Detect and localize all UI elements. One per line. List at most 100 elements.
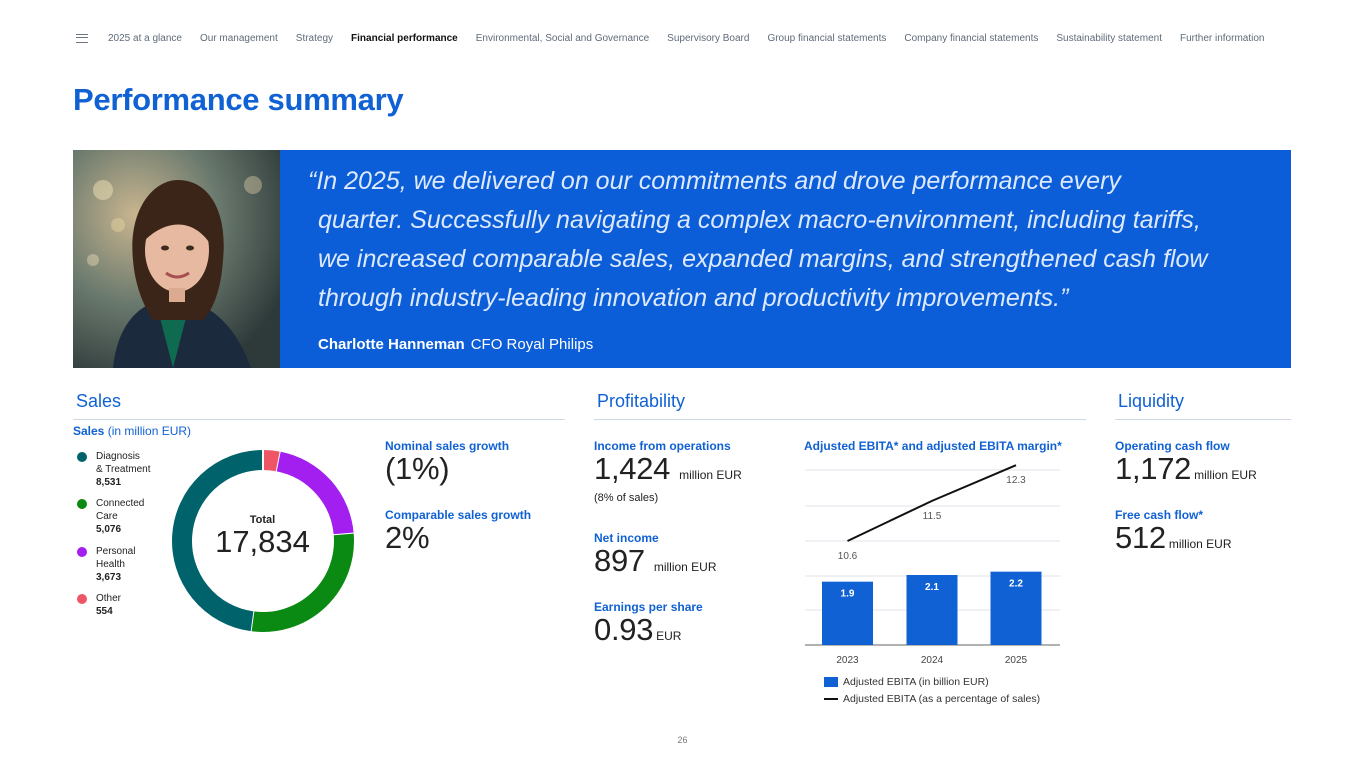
donut-slice-other [262,450,281,472]
legend-dot [77,452,87,462]
legend-diagnosis: Diagnosis & Treatment 8,531 [77,450,150,489]
bar-2024 [906,575,958,645]
fcf-unit: million EUR [1168,537,1232,551]
nav-item-strategy[interactable]: Strategy [295,32,334,44]
nav-item-financial-performance[interactable]: Financial performance [351,32,458,44]
nav-item-company-statements[interactable]: Company financial statements [904,32,1039,44]
x-tick-label: 2025 [1005,655,1028,666]
legend-label: Diagnosis [96,451,140,462]
ebita-legend-bar: Adjusted EBITA (in billion EUR) [824,676,989,688]
legend-swatch [824,677,838,687]
nav-item-supervisory-board[interactable]: Supervisory Board [667,32,750,44]
fcf-label: Free cash flow* [1115,508,1204,522]
nav-item-group-statements[interactable]: Group financial statements [767,32,887,44]
eps-number: 0.93 [594,612,654,647]
bar-2025 [990,571,1042,645]
section-liquidity-heading: Liquidity [1115,391,1291,420]
donut-total-value: 17,834 [215,524,310,559]
ocf-unit: million EUR [1194,468,1257,482]
donut-total: Total 17,834 [205,514,320,560]
legend-personal-health: Personal Health 3,673 [77,545,135,584]
legend-dot [77,499,87,509]
ebita-chart-title: Adjusted EBITA* and adjusted EBITA margi… [804,439,1062,453]
legend-label: Adjusted EBITA (as a percentage of sales… [843,693,1041,705]
ifo-number: 1,424 [594,451,671,486]
bar-value-label: 2.2 [1009,579,1023,590]
page-number: 26 [677,735,688,745]
nav-item-esg[interactable]: Environmental, Social and Governance [475,32,650,44]
line-value-label: 10.6 [838,551,858,562]
bar-value-label: 1.9 [841,589,855,600]
legend-label: Care [96,511,118,522]
nominal-growth-label: Nominal sales growth [385,439,510,453]
nav-item-further-info[interactable]: Further information [1179,32,1265,44]
quote-line: “In 2025, we delivered on our commitment… [308,167,1121,195]
legend-value: 8,531 [96,477,122,488]
net-income-number: 897 [594,543,645,578]
donut-slice-connected-care [250,533,354,632]
quote-line: we increased comparable sales, expanded … [318,245,1208,273]
legend-value: 3,673 [96,572,122,583]
ebita-legend-line: Adjusted EBITA (as a percentage of sales… [824,693,1040,705]
ocf-value: 1,172 million EUR [1115,451,1257,487]
legend-label: Health [96,559,125,570]
top-nav: 2025 at a glance Our management Strategy… [76,30,1282,46]
bar-2023 [822,581,873,645]
legend-value: 5,076 [96,524,122,535]
sales-chart-title-text: Sales [73,424,105,438]
legend-label: Other [96,593,122,604]
sales-donut-chart [172,449,355,633]
line-value-label: 11.5 [923,511,942,522]
donut-slice-personal-health [276,451,354,536]
nav-item-glance[interactable]: 2025 at a glance [108,32,182,44]
eps-value: 0.93 EUR [594,612,681,648]
ifo-label: Income from operations [594,439,731,453]
x-tick-label: 2024 [921,655,944,666]
fcf-number: 512 [1115,520,1166,555]
donut-separator [332,532,355,537]
donut-total-label: Total [249,514,276,526]
legend-line-swatch [824,698,838,700]
net-income-label: Net income [594,531,659,545]
legend-dot [77,594,87,604]
eps-unit: EUR [656,629,682,643]
nominal-growth-value: (1%) [385,451,450,486]
ocf-number: 1,172 [1115,451,1192,486]
legend-connected-care: Connected Care 5,076 [77,497,144,536]
legend-label: & Treatment [96,464,151,475]
legend-label: Adjusted EBITA (in billion EUR) [843,676,989,688]
quote-line: through industry-leading innovation and … [318,284,1069,312]
ifo-unit: million EUR [679,468,742,482]
nav-item-management[interactable]: Our management [199,32,278,44]
legend-dot [77,547,87,557]
section-profitability-heading: Profitability [594,391,1086,420]
comparable-growth-value: 2% [385,520,430,555]
legend-label: Connected [96,498,145,509]
quote-text: “In 2025, we delivered on our commitment… [308,162,1208,318]
legend-value: 554 [96,606,113,617]
ifo-note: (8% of sales) [594,492,659,504]
nav-item-sustainability[interactable]: Sustainability statement [1056,32,1162,44]
comparable-growth-label: Comparable sales growth [385,508,532,522]
author-role: CFO Royal Philips [470,336,594,353]
quote-banner: “In 2025, we delivered on our commitment… [73,150,1291,368]
margin-line [847,464,1017,542]
legend-label: Personal [96,546,136,557]
page-title: Performance summary [73,82,404,117]
fcf-value: 512 million EUR [1115,520,1232,556]
ocf-label: Operating cash flow [1115,439,1230,453]
section-sales-heading: Sales [73,391,565,420]
cfo-portrait [73,150,280,368]
ifo-value: 1,424 million EUR [594,451,742,487]
menu-icon[interactable] [76,33,88,43]
net-income-unit: million EUR [653,560,717,574]
sales-chart-title: Sales (in million EUR) [73,424,191,438]
line-value-label: 12.3 [1006,475,1026,486]
legend-other: Other 554 [77,592,121,618]
donut-separator [275,450,282,473]
bar-value-label: 2.1 [925,582,939,593]
sales-chart-unit: (in million EUR) [107,424,192,438]
author-name: Charlotte Hanneman [318,336,465,353]
quote-line: quarter. Successfully navigating a compl… [318,206,1201,234]
x-tick-label: 2023 [836,655,859,666]
